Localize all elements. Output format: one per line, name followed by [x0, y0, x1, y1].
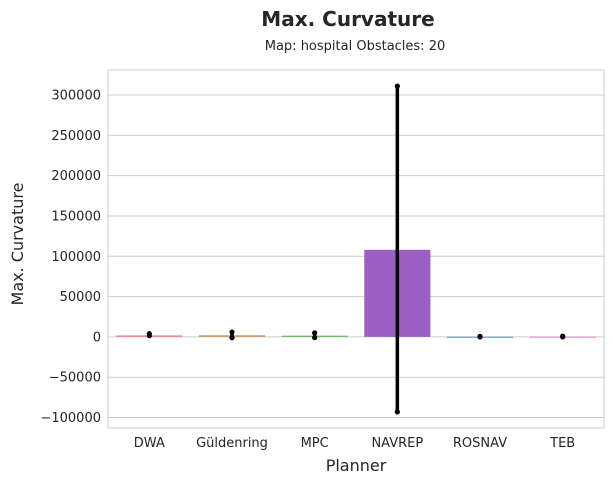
x-axis-ticks: DWA Güldenring MPC NAVREP ROSNAV TEB	[134, 436, 575, 451]
plot-area	[107, 69, 605, 429]
error-bars	[146, 83, 566, 415]
y-axis-label: Max. Curvature	[8, 183, 27, 306]
y-tick-label: 200000	[51, 169, 101, 184]
x-tick-label: DWA	[134, 436, 165, 451]
error-cap	[229, 329, 235, 335]
y-axis-ticks: −100000 −50000 0 50000 100000 150000 200000 250…	[40, 88, 101, 426]
error-cap	[394, 409, 400, 415]
error-cap	[560, 333, 566, 339]
y-tick-label: −50000	[49, 371, 101, 386]
error-cap	[312, 330, 318, 336]
chart-subtitle: Map: hospital Obstacles: 20	[265, 39, 446, 54]
x-axis-label: Planner	[326, 456, 387, 475]
y-tick-label: 0	[93, 330, 101, 345]
y-tick-label: −100000	[40, 411, 101, 426]
x-tick-label: NAVREP	[371, 436, 423, 451]
y-tick-label: 300000	[51, 88, 101, 103]
y-tick-label: 50000	[60, 290, 101, 305]
x-tick-label: ROSNAV	[453, 436, 507, 451]
grid-lines	[108, 94, 604, 419]
y-tick-label: 250000	[51, 129, 101, 144]
error-cap	[312, 335, 318, 341]
error-cap	[394, 83, 400, 89]
error-cap	[477, 333, 483, 340]
chart-title: Max. Curvature	[261, 7, 434, 31]
x-tick-label: TEB	[549, 436, 575, 451]
error-cap	[146, 331, 152, 337]
x-tick-label: MPC	[301, 436, 329, 451]
x-tick-label: Güldenring	[196, 436, 268, 451]
y-tick-label: 100000	[51, 250, 101, 265]
error-cap	[229, 335, 235, 341]
y-tick-label: 150000	[51, 209, 101, 224]
